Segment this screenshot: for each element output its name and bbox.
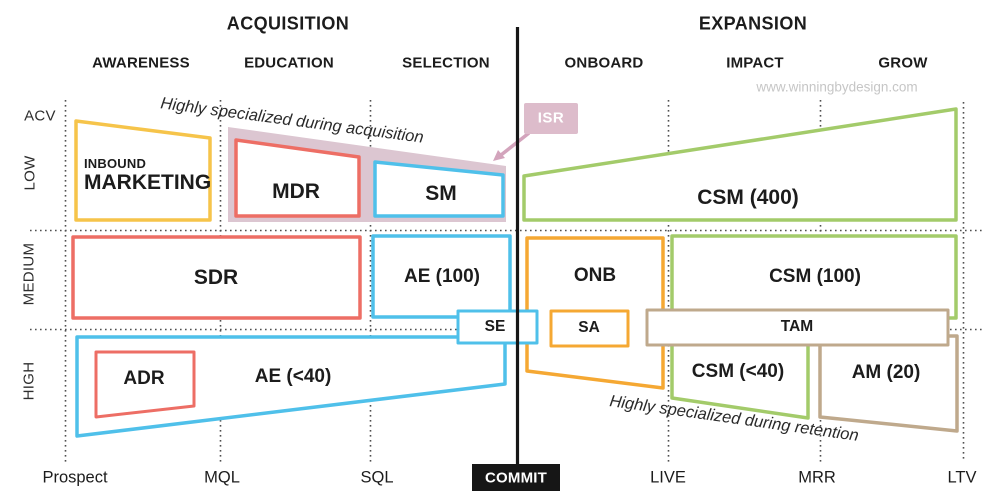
commit-label-bg <box>472 464 560 491</box>
milestone-live: LIVE <box>650 468 686 487</box>
inbound-line2: MARKETING <box>84 171 212 194</box>
axis-title-acv: ACV <box>24 107 56 125</box>
milestone-mrr: MRR <box>798 468 836 487</box>
role-label-ae-100: AE (100) <box>403 266 481 287</box>
stage-header-impact: IMPACT <box>726 54 784 72</box>
role-box-sa <box>549 309 630 348</box>
stage-header-onboard: ONBOARD <box>564 54 644 72</box>
role-box-mdr <box>234 138 361 218</box>
milestone-sql: SQL <box>360 468 394 487</box>
role-label-sa: SA <box>578 319 600 336</box>
role-box-tam <box>645 308 950 347</box>
role-label-am-20: AM (20) <box>851 362 921 383</box>
role-label-sdr: SDR <box>193 266 239 289</box>
stage-header-grow: GROW <box>878 54 928 72</box>
milestone-mql: MQL <box>204 468 240 487</box>
milestone-ltv: LTV <box>947 468 977 487</box>
role-label-mdr: MDR <box>272 180 320 203</box>
role-box-inbound-marketing <box>74 119 212 222</box>
milestone-commit: COMMIT <box>484 469 548 487</box>
axis-band-low: LOW <box>21 155 39 191</box>
role-label-inbound-marketing: INBOUND MARKETING <box>84 156 211 194</box>
role-label-csm-400: CSM (400) <box>697 186 799 209</box>
watermark: www.winningbydesign.com <box>756 79 918 95</box>
isr-arrow-head <box>493 150 505 161</box>
role-box-adr <box>94 350 196 419</box>
role-label-tam: TAM <box>780 318 814 335</box>
axis-band-medium: MEDIUM <box>20 242 38 306</box>
isr-arrow-shaft <box>499 131 531 157</box>
stage-header-selection: SELECTION <box>402 54 490 72</box>
role-label-csm-100: CSM (100) <box>769 266 861 287</box>
stage-header-awareness: AWARENESS <box>92 54 190 72</box>
isr-tag <box>524 103 578 134</box>
role-box-sm <box>373 160 505 218</box>
phase-title-acquisition: ACQUISITION <box>226 13 350 34</box>
role-label-se: SE <box>484 318 506 335</box>
role-box-sdr <box>71 235 362 320</box>
role-label-ae-lt40: AE (<40) <box>254 366 332 387</box>
stage-header-education: EDUCATION <box>244 54 334 72</box>
role-label-csm-lt40: CSM (<40) <box>691 361 785 382</box>
role-box-csm-100 <box>670 234 958 320</box>
milestone-prospect: Prospect <box>42 468 108 487</box>
role-label-onb: ONB <box>573 265 617 286</box>
axis-band-high: HIGH <box>20 361 38 401</box>
role-label-sm: SM <box>425 182 457 205</box>
role-label-isr: ISR <box>537 109 565 127</box>
inbound-line1: INBOUND <box>84 156 147 171</box>
role-label-adr: ADR <box>123 368 165 389</box>
role-box-csm-400 <box>522 107 958 222</box>
phase-title-expansion: EXPANSION <box>698 13 808 34</box>
